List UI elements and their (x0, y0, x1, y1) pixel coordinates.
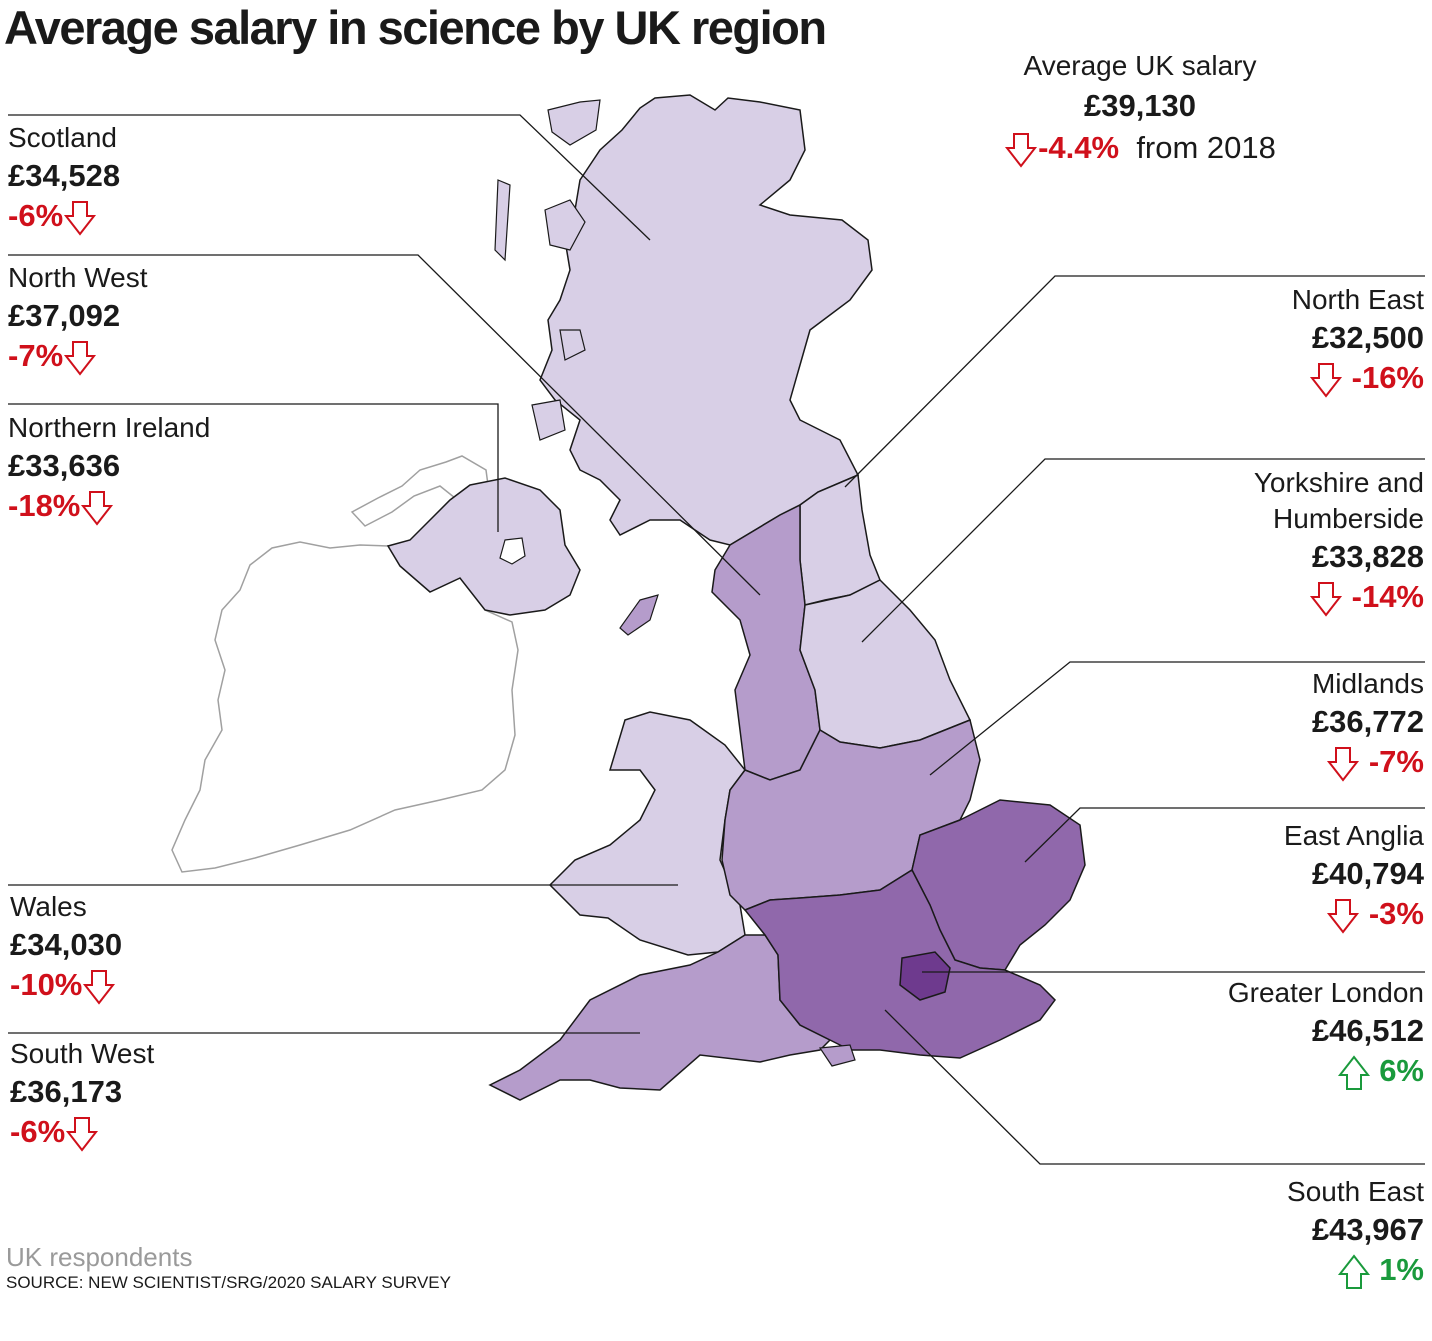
average-change: -4.4% from 2018 (980, 128, 1300, 169)
region-salary: £34,030 (10, 927, 123, 962)
label-east-anglia: East Anglia £40,794 -3% (1284, 818, 1424, 935)
leader-east-anglia (1024, 807, 1425, 863)
down-arrow-icon (1309, 581, 1343, 617)
down-arrow-icon (1327, 746, 1360, 782)
region-name: South West (10, 1038, 155, 1069)
leader-midlands (929, 661, 1425, 776)
region-name: Northern Ireland (8, 412, 211, 443)
region-change: 6% (1228, 1051, 1424, 1092)
region-wales[interactable] (548, 711, 746, 956)
down-arrow-icon (81, 490, 114, 526)
down-arrow-icon (64, 340, 97, 376)
region-change: 1% (1287, 1250, 1424, 1291)
change-value: 6% (1379, 1053, 1424, 1088)
leader-scotland (8, 114, 651, 241)
footer-source: SOURCE: NEW SCIENTIST/SRG/2020 SALARY SU… (6, 1273, 451, 1292)
page-title: Average salary in science by UK region (4, 1, 827, 54)
label-wales: Wales £34,030 -10% (10, 889, 122, 1006)
region-salary: £37,092 (8, 298, 121, 333)
change-value: -16% (1351, 360, 1424, 395)
average-label: Average UK salary (1023, 50, 1257, 81)
region-name: Greater London (1227, 977, 1424, 1008)
region-salary: £40,794 (1311, 856, 1424, 891)
average-change-pct: -4.4% (1038, 130, 1120, 165)
region-change: -16% (1292, 358, 1424, 399)
change-value: -6% (10, 1114, 66, 1149)
label-north-west: North West £37,092 -7% (8, 260, 148, 377)
region-change: -14% (1254, 577, 1424, 618)
region-name-line1: Yorkshire and (1253, 467, 1424, 498)
region-scotland[interactable] (539, 94, 873, 546)
average-change-suffix: from 2018 (1136, 130, 1276, 165)
region-change: -18% (8, 486, 210, 527)
down-arrow-icon (1327, 898, 1360, 934)
region-name: North West (8, 262, 148, 293)
footer-note: UK respondents (6, 1242, 193, 1272)
region-name: Scotland (8, 122, 117, 153)
leader-yorkshire (861, 458, 1425, 643)
region-name: East Anglia (1283, 820, 1424, 851)
region-salary: £34,528 (8, 158, 121, 193)
change-value: 1% (1379, 1252, 1424, 1287)
change-value: -10% (10, 967, 83, 1002)
average-uk-salary: Average UK salary £39,130 -4.4% from 201… (980, 48, 1300, 169)
region-name-line2: Humberside (1273, 503, 1424, 534)
region-change: -6% (10, 1112, 154, 1153)
region-salary: £36,772 (1311, 704, 1424, 739)
change-value: -7% (1368, 744, 1424, 779)
up-arrow-icon (1337, 1055, 1370, 1090)
region-salary: £33,636 (8, 448, 121, 483)
region-salary: £43,967 (1311, 1212, 1424, 1247)
leader-south-east (884, 1009, 1425, 1165)
region-name: North East (1291, 284, 1424, 315)
change-value: -14% (1351, 579, 1424, 614)
leader-north-west (8, 254, 761, 596)
region-salary: £36,173 (10, 1074, 123, 1109)
isle-of-wight (818, 1044, 856, 1067)
region-change: -7% (1312, 742, 1424, 783)
leader-north-east (844, 275, 1425, 488)
region-scotland-islands (494, 99, 601, 441)
label-north-east: North East £32,500 -16% (1292, 282, 1424, 399)
label-scotland: Scotland £34,528 -6% (8, 120, 120, 237)
region-name: South East (1287, 1176, 1424, 1207)
change-value: -18% (8, 488, 81, 523)
region-name: Wales (10, 891, 87, 922)
change-value: -3% (1368, 896, 1424, 931)
label-northern-ireland: Northern Ireland £33,636 -18% (8, 410, 210, 527)
region-change: -6% (8, 196, 120, 237)
region-salary: £33,828 (1311, 539, 1424, 574)
leader-northern-ireland (8, 403, 499, 532)
region-northern-ireland[interactable] (386, 477, 581, 616)
down-arrow-icon (66, 1116, 99, 1152)
region-change: -3% (1284, 894, 1424, 935)
region-yorkshire[interactable] (799, 579, 972, 749)
region-south-east[interactable] (743, 868, 1056, 1059)
down-arrow-icon (1309, 362, 1343, 398)
down-arrow-icon (64, 200, 97, 236)
label-yorkshire: Yorkshire and Humberside £33,828 -14% (1254, 465, 1424, 618)
label-midlands: Midlands £36,772 -7% (1312, 666, 1424, 783)
label-greater-london: Greater London £46,512 6% (1228, 975, 1424, 1092)
down-arrow-icon (83, 969, 116, 1005)
label-south-west: South West £36,173 -6% (10, 1036, 154, 1153)
label-south-east: South East £43,967 1% (1287, 1174, 1424, 1291)
region-change: -10% (10, 965, 122, 1006)
up-arrow-icon (1337, 1254, 1370, 1289)
region-salary: £32,500 (1311, 320, 1424, 355)
change-value: -6% (8, 198, 64, 233)
change-value: -7% (8, 338, 64, 373)
region-salary: £46,512 (1311, 1013, 1424, 1048)
region-name: Midlands (1311, 668, 1424, 699)
down-arrow-icon (1005, 132, 1038, 168)
region-change: -7% (8, 336, 148, 377)
isle-of-man (619, 594, 659, 636)
lough-neagh (499, 537, 526, 565)
average-salary: £39,130 (1083, 88, 1197, 123)
leader-lines (8, 114, 1425, 1165)
region-greater-london[interactable] (899, 951, 951, 1001)
